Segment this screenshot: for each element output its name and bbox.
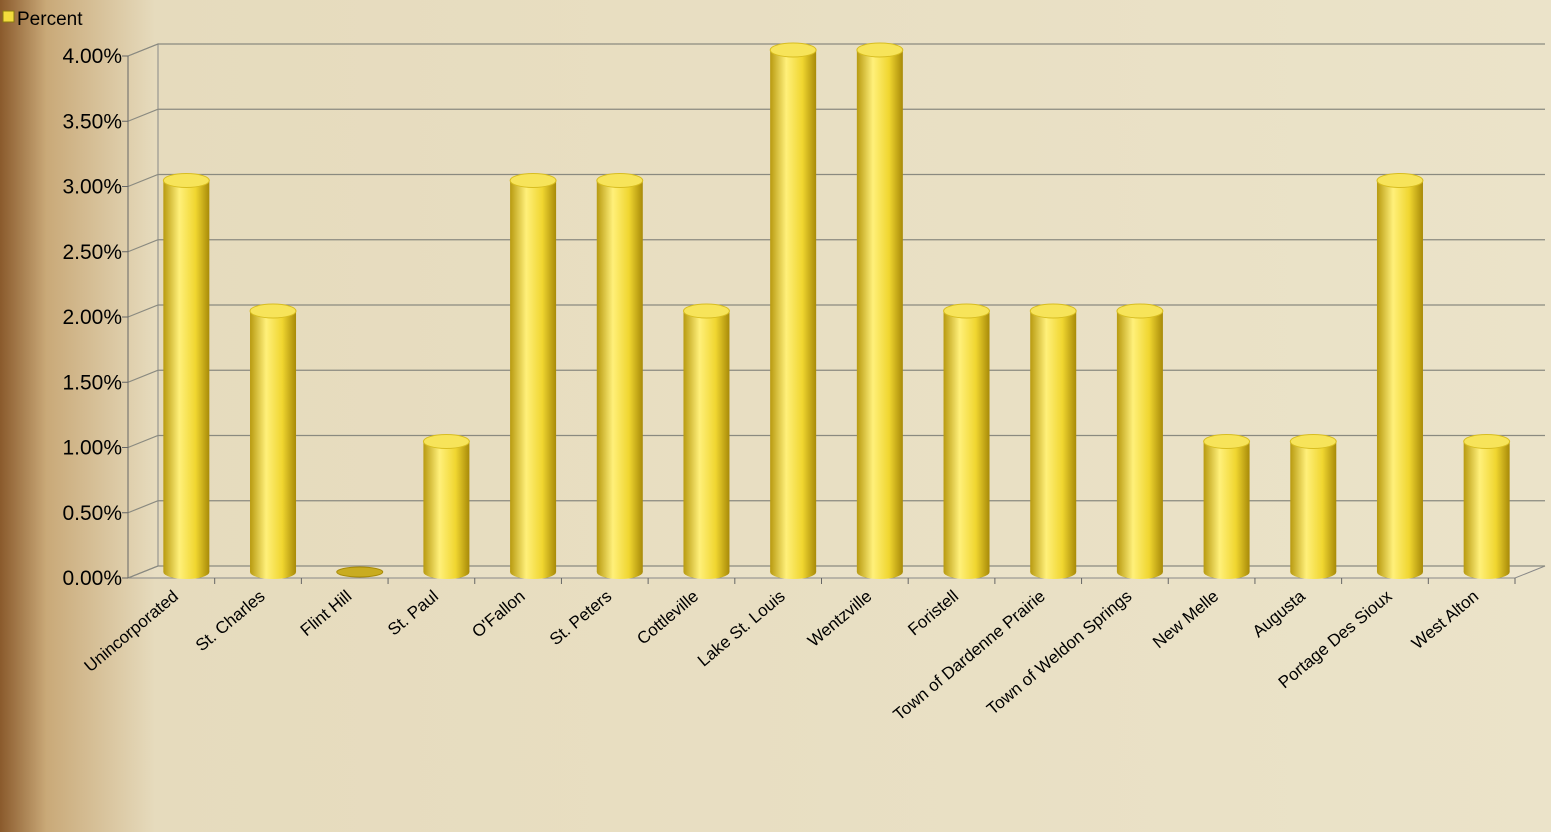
bar <box>1464 435 1510 580</box>
bar <box>337 567 383 577</box>
y-tick-label: 1.00% <box>62 437 122 460</box>
bar-top <box>770 43 816 57</box>
bar-body <box>1030 311 1076 572</box>
bar-body <box>1464 442 1510 573</box>
bar-body <box>423 442 469 573</box>
bar-top <box>597 174 643 188</box>
bar-top <box>1204 435 1250 449</box>
bar-bottom <box>1464 565 1510 579</box>
bar-bottom <box>1117 565 1163 579</box>
legend-label: Percent <box>17 9 83 30</box>
bar-body <box>857 50 903 572</box>
bar-bottom <box>1030 565 1076 579</box>
bar-bottom <box>250 565 296 579</box>
y-tick-label: 2.00% <box>62 306 122 329</box>
bar <box>1117 304 1163 579</box>
bar-top <box>1464 435 1510 449</box>
bar <box>1377 174 1423 580</box>
bar-top <box>857 43 903 57</box>
bar-body <box>1290 442 1336 573</box>
chart: 0.00% 0.50% 1.00% 1.50% 2.00% 2.50% 3.00% 3.50%… <box>0 0 1551 832</box>
bar-top <box>510 174 556 188</box>
bar-top <box>1030 304 1076 318</box>
bar <box>857 43 903 579</box>
bar-body <box>683 311 729 572</box>
bar-body <box>770 50 816 572</box>
bar-bottom <box>597 565 643 579</box>
bar-bottom <box>1290 565 1336 579</box>
bar-top <box>1117 304 1163 318</box>
bar <box>944 304 990 579</box>
bar-body <box>1377 181 1423 573</box>
bar-top <box>163 174 209 188</box>
bar-body <box>1117 311 1163 572</box>
bar <box>1204 435 1250 580</box>
bar-body <box>250 311 296 572</box>
bar-top <box>683 304 729 318</box>
y-tick-label: 3.50% <box>62 110 122 133</box>
y-tick-label: 2.50% <box>62 241 122 264</box>
bar <box>1290 435 1336 580</box>
bar <box>510 174 556 580</box>
bar-top <box>423 435 469 449</box>
bar-bottom <box>1377 565 1423 579</box>
bar-top <box>250 304 296 318</box>
bar-top <box>1377 174 1423 188</box>
bar-body <box>1204 442 1250 573</box>
y-tick-label: 0.00% <box>62 567 122 590</box>
y-tick-label: 3.00% <box>62 176 122 199</box>
y-tick-label: 1.50% <box>62 371 122 394</box>
legend-swatch <box>3 11 14 22</box>
bar-bottom <box>683 565 729 579</box>
bar-top <box>944 304 990 318</box>
bar-bottom <box>1204 565 1250 579</box>
bar-bottom <box>944 565 990 579</box>
bar <box>163 174 209 580</box>
bar-body <box>163 181 209 573</box>
bar <box>423 435 469 580</box>
bar <box>597 174 643 580</box>
bar-body <box>510 181 556 573</box>
bar <box>683 304 729 579</box>
bar <box>250 304 296 579</box>
y-tick-label: 4.00% <box>62 45 122 68</box>
bar <box>770 43 816 579</box>
bar-body <box>944 311 990 572</box>
bar-bottom <box>857 565 903 579</box>
bar-bottom <box>423 565 469 579</box>
bar-body <box>597 181 643 573</box>
bar-bottom <box>163 565 209 579</box>
bar <box>1030 304 1076 579</box>
bar-bottom <box>770 565 816 579</box>
bar-bottom <box>510 565 556 579</box>
bar-top <box>1290 435 1336 449</box>
y-tick-label: 0.50% <box>62 502 122 525</box>
bar-top <box>337 567 383 577</box>
